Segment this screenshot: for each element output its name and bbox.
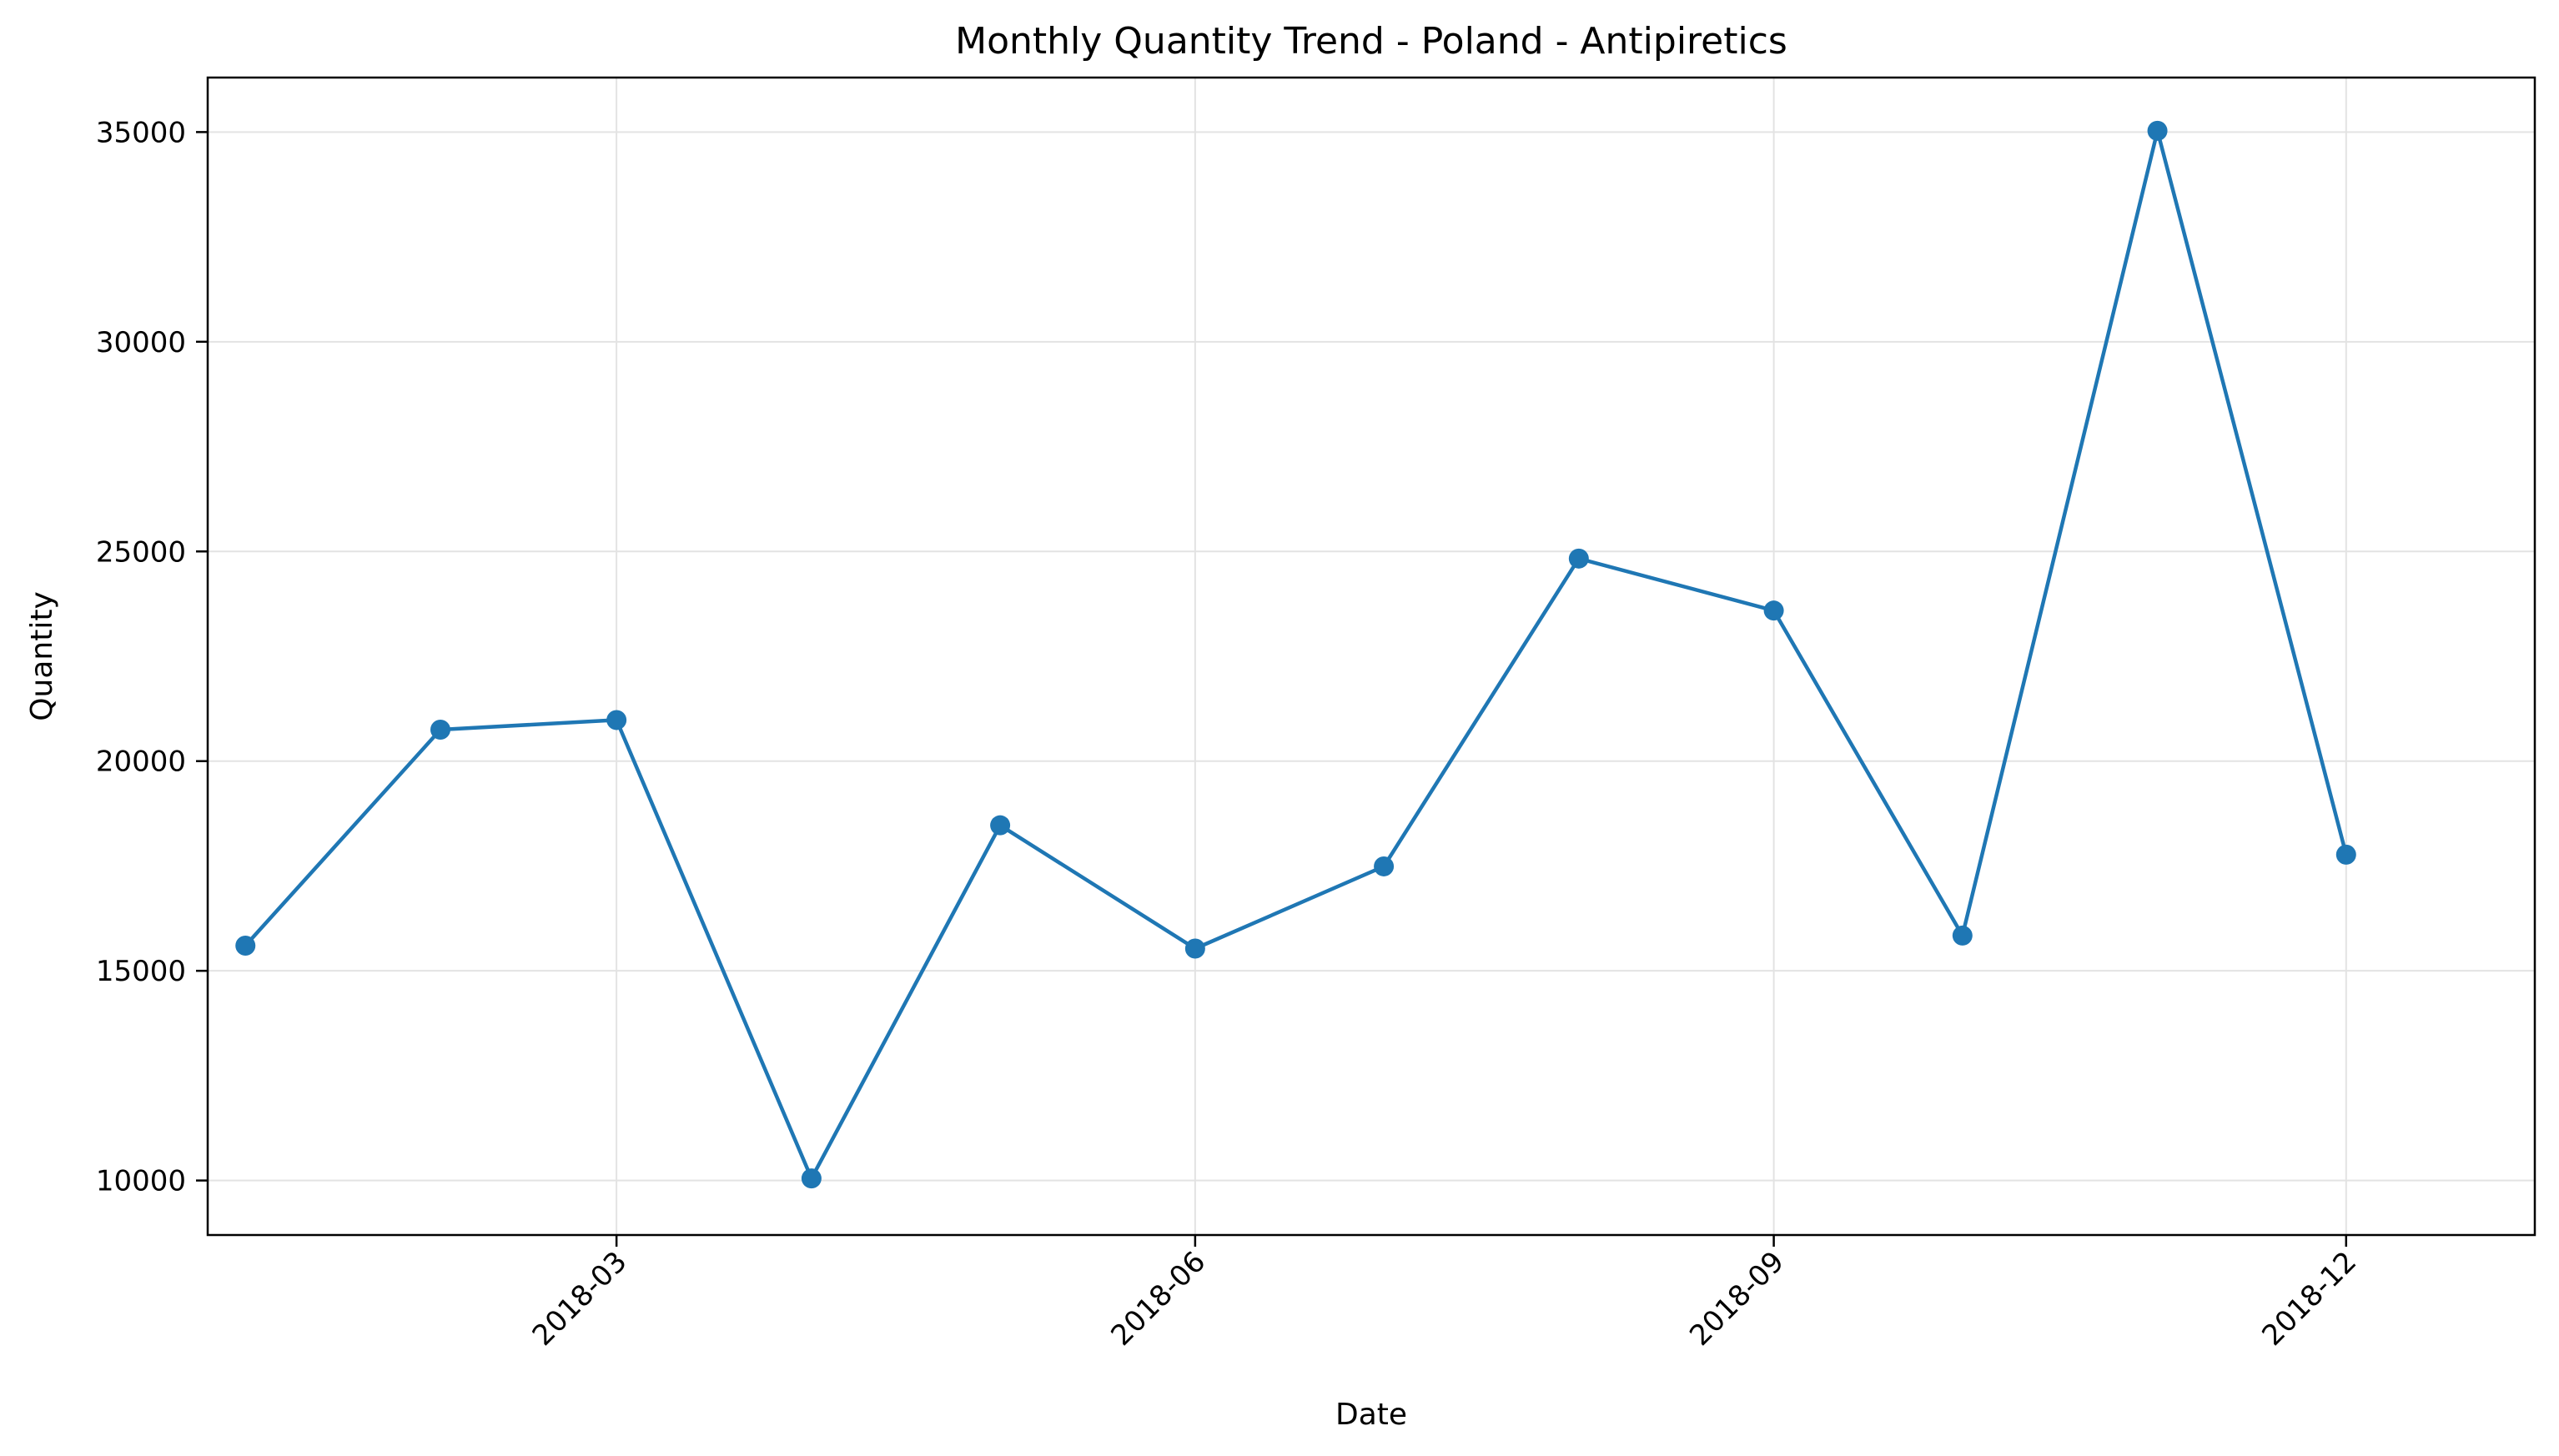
x-tick-label: 2018-09 bbox=[1683, 1245, 1791, 1353]
data-point bbox=[1568, 548, 1589, 569]
y-tick-label: 20000 bbox=[96, 746, 186, 779]
y-axis: 10000 15000 20000 25000 30000 35000 bbox=[96, 116, 208, 1198]
x-tick-label: 2018-12 bbox=[2255, 1245, 2363, 1353]
data-point bbox=[1184, 938, 1205, 959]
data-point bbox=[430, 720, 450, 741]
data-point bbox=[2335, 844, 2356, 865]
y-tick-label: 25000 bbox=[96, 535, 186, 569]
x-tick-label: 2018-06 bbox=[1104, 1245, 1212, 1353]
y-axis-label: Quantity bbox=[25, 591, 59, 721]
data-point bbox=[2147, 120, 2168, 141]
data-point bbox=[1763, 600, 1784, 621]
data-point bbox=[235, 936, 256, 956]
plot-frame bbox=[206, 76, 2536, 1237]
x-tick-label: 2018-03 bbox=[526, 1245, 634, 1353]
grid bbox=[208, 78, 2535, 1235]
y-tick-label: 30000 bbox=[96, 326, 186, 359]
data-point bbox=[606, 710, 627, 731]
chart-title: Monthly Quantity Trend - Poland - Antipi… bbox=[955, 20, 1787, 63]
series-line bbox=[244, 128, 2348, 1181]
data-point bbox=[1952, 925, 1973, 946]
data-point bbox=[990, 815, 1011, 836]
y-tick-label: 15000 bbox=[96, 955, 186, 988]
x-axis-label: Date bbox=[1335, 1398, 1407, 1432]
data-point bbox=[801, 1168, 822, 1189]
y-tick-label: 35000 bbox=[96, 116, 186, 149]
series-group bbox=[235, 120, 2356, 1189]
y-tick-label: 10000 bbox=[96, 1165, 186, 1198]
x-axis: 2018-03 2018-06 2018-09 2018-12 bbox=[526, 1235, 2363, 1353]
data-point bbox=[1374, 856, 1395, 876]
